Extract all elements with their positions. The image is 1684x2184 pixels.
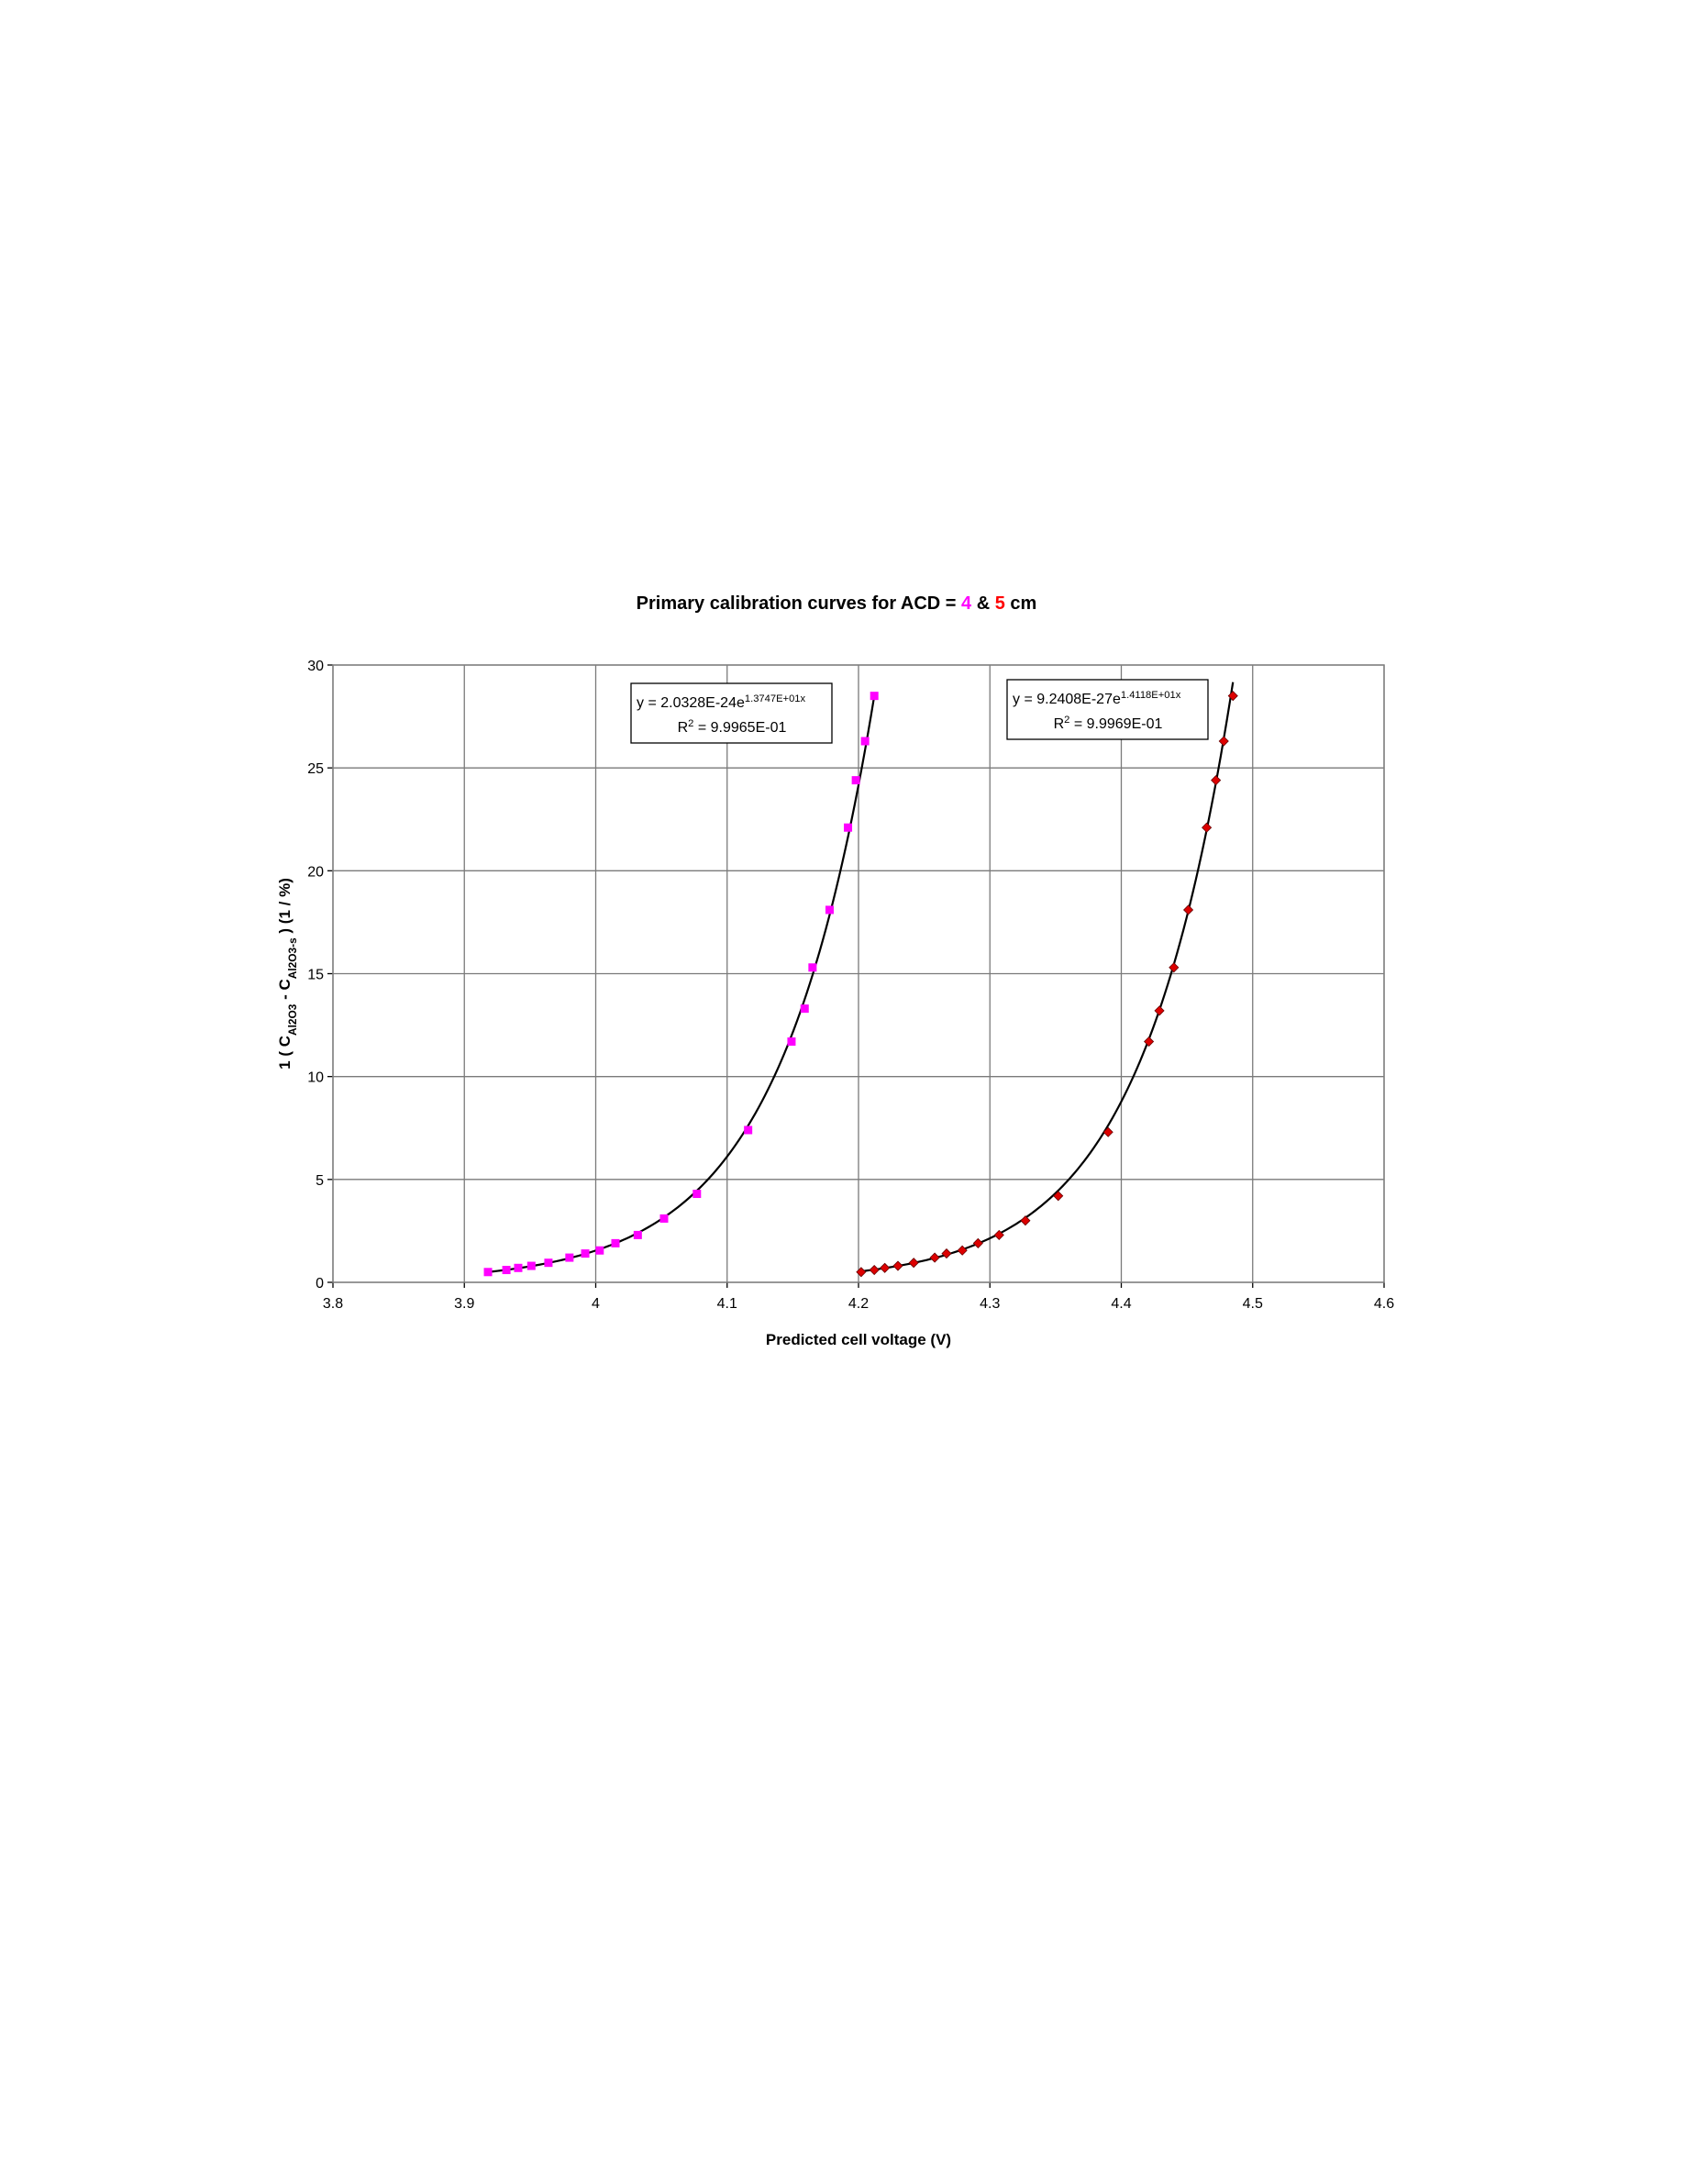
- x-tick-label: 4: [592, 1296, 600, 1312]
- text-part: 1 ( C: [276, 1036, 294, 1070]
- y-tick-label: 10: [307, 1070, 324, 1086]
- data-point: [633, 1230, 642, 1239]
- x-tick-label: 4.4: [1111, 1296, 1131, 1312]
- data-point: [692, 1190, 702, 1199]
- data-point: [808, 963, 817, 972]
- data-point: [1053, 1191, 1064, 1202]
- data-point: [844, 823, 853, 832]
- data-point: [502, 1266, 511, 1275]
- data-point: [744, 1125, 753, 1135]
- data-point: [1227, 691, 1238, 702]
- data-point: [880, 1262, 891, 1273]
- data-point: [869, 1264, 880, 1276]
- data-point: [581, 1249, 590, 1258]
- data-point: [870, 692, 879, 701]
- data-point: [1182, 904, 1194, 915]
- equation: y = 9.2408E-27e1.4118E+01x: [1013, 690, 1181, 707]
- subscript: Al2O3: [286, 1003, 299, 1036]
- trendline: [860, 682, 1235, 1273]
- text-part: 4: [961, 593, 972, 614]
- y-tick-label: 0: [316, 1276, 324, 1292]
- data-point: [800, 1004, 809, 1014]
- data-point: [941, 1248, 952, 1259]
- x-tick-label: 3.9: [454, 1296, 474, 1312]
- data-point: [1154, 1005, 1165, 1016]
- data-point: [856, 1267, 867, 1278]
- text-part: - C: [276, 979, 294, 1003]
- text-part: y = 2.0328E-24e: [637, 695, 745, 711]
- text-part: cm: [1005, 593, 1036, 614]
- text-part: y = 9.2408E-27e: [1013, 692, 1121, 707]
- x-tick-label: 3.8: [323, 1296, 343, 1312]
- text-part: = 9.9969E-01: [1069, 716, 1162, 732]
- data-point: [1169, 962, 1180, 973]
- text-part: ) (1 / %): [276, 878, 294, 937]
- plot-frame: [332, 664, 1385, 1283]
- data-point: [565, 1253, 574, 1262]
- text-part: Primary calibration curves for ACD =: [637, 593, 961, 614]
- r-squared: R2 = 9.9969E-01: [1054, 715, 1163, 732]
- superscript: 2: [1064, 715, 1069, 726]
- data-point: [544, 1258, 553, 1268]
- data-point: [526, 1261, 536, 1270]
- data-point: [908, 1258, 919, 1269]
- y-tick-label: 5: [316, 1173, 324, 1189]
- data-point: [1102, 1126, 1113, 1137]
- r-squared: R2 = 9.9965E-01: [678, 718, 787, 736]
- data-point: [851, 776, 860, 785]
- data-point: [860, 737, 870, 746]
- data-point: [1020, 1215, 1031, 1226]
- y-tick-label: 30: [307, 659, 324, 674]
- data-point: [595, 1246, 604, 1255]
- superscript: 2: [688, 718, 693, 729]
- x-tick-label: 4.2: [848, 1296, 869, 1312]
- data-point: [1202, 822, 1213, 833]
- data-point: [483, 1268, 493, 1277]
- y-tick-label: 20: [307, 864, 324, 880]
- x-axis-label: Predicted cell voltage (V): [766, 1331, 951, 1348]
- text-part: R: [678, 720, 689, 736]
- data-point: [993, 1229, 1004, 1240]
- superscript: 1.4118E+01x: [1121, 690, 1181, 701]
- data-point: [1144, 1036, 1155, 1048]
- x-tick-label: 4.6: [1374, 1296, 1394, 1312]
- data-point: [1218, 736, 1229, 747]
- x-tick-label: 4.1: [717, 1296, 737, 1312]
- data-point: [929, 1252, 940, 1263]
- text-part: = 9.9965E-01: [693, 720, 786, 736]
- data-point: [972, 1237, 983, 1248]
- data-point: [1211, 775, 1222, 786]
- superscript: 1.3747E+01x: [745, 693, 806, 704]
- equation-box: [1006, 679, 1209, 740]
- y-axis-label: 1 ( CAl2O3 - CAl2O3-s ) (1 / %): [276, 878, 299, 1070]
- y-tick-label: 25: [307, 761, 324, 777]
- data-point: [659, 1214, 669, 1223]
- data-point: [514, 1263, 523, 1272]
- y-tick-label: 15: [307, 968, 324, 983]
- x-tick-label: 4.5: [1243, 1296, 1263, 1312]
- x-tick-label: 4.3: [980, 1296, 1000, 1312]
- subscript: Al2O3-s: [286, 937, 299, 979]
- chart-title: Primary calibration curves for ACD = 4 &…: [637, 593, 1037, 614]
- equation: y = 2.0328E-24e1.3747E+01x: [637, 693, 806, 711]
- data-point: [957, 1245, 968, 1256]
- text-part: &: [971, 593, 995, 614]
- data-point: [787, 1037, 796, 1047]
- text-part: R: [1054, 716, 1065, 732]
- text-part: 5: [995, 593, 1005, 614]
- data-point: [611, 1238, 620, 1247]
- data-point: [825, 905, 834, 915]
- data-point: [892, 1260, 903, 1271]
- equation-box: [630, 682, 833, 744]
